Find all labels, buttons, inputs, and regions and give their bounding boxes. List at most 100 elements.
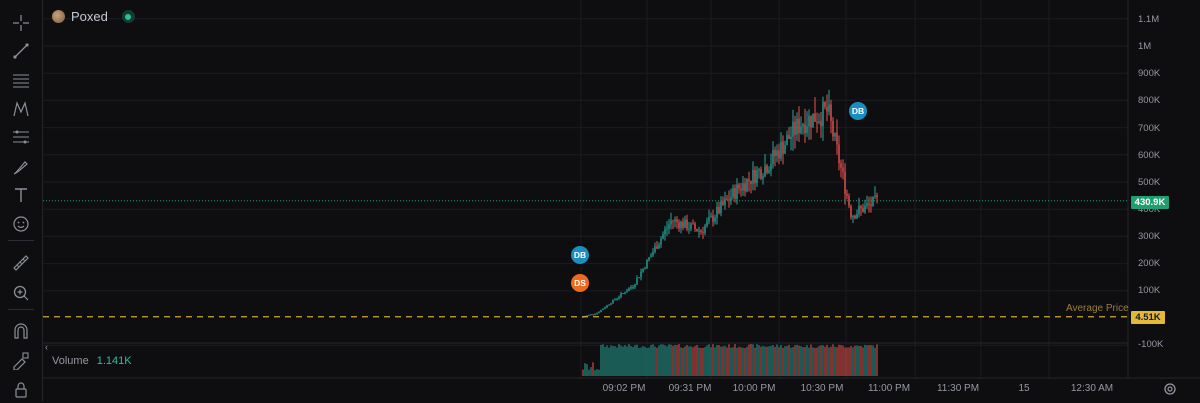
volume-bar bbox=[856, 345, 858, 376]
volume-bar bbox=[684, 346, 686, 376]
dev-sell-marker[interactable]: DS bbox=[571, 274, 589, 292]
candle-body bbox=[676, 219, 678, 223]
volume-bar bbox=[620, 345, 622, 376]
volume-bar bbox=[736, 347, 738, 376]
volume-bar bbox=[710, 347, 712, 376]
candle-body bbox=[780, 141, 782, 159]
volume-bar bbox=[818, 346, 820, 376]
symbol-badge[interactable]: Poxed bbox=[52, 9, 135, 24]
candle-body bbox=[718, 206, 720, 214]
collapse-left-icon[interactable]: ‹ bbox=[45, 342, 48, 352]
volume-bar bbox=[852, 347, 854, 376]
magnet-icon[interactable] bbox=[8, 318, 34, 344]
volume-bar bbox=[596, 369, 598, 376]
dev-buy-marker[interactable]: DB bbox=[849, 102, 867, 120]
candle-body bbox=[846, 193, 848, 196]
price-tick-label: 400K bbox=[1138, 204, 1161, 215]
candle-body bbox=[666, 228, 668, 230]
volume-bar bbox=[656, 347, 658, 376]
candle-body bbox=[756, 170, 758, 184]
ruler-icon[interactable] bbox=[8, 250, 34, 276]
zoom-in-icon[interactable] bbox=[8, 280, 34, 306]
volume-title: Volume bbox=[52, 355, 89, 367]
candle-body bbox=[782, 141, 784, 154]
volume-bar bbox=[646, 347, 648, 376]
candle-body bbox=[858, 206, 860, 215]
volume-bar bbox=[674, 344, 676, 376]
lock-drawing-icon[interactable] bbox=[8, 347, 34, 373]
candle-body bbox=[816, 121, 818, 123]
candle-body bbox=[834, 132, 836, 137]
text-icon[interactable] bbox=[8, 182, 34, 208]
chart-canvas[interactable] bbox=[43, 0, 1200, 401]
fib-icon[interactable] bbox=[8, 124, 34, 150]
trend-line-icon[interactable] bbox=[8, 38, 34, 64]
volume-bar bbox=[718, 345, 720, 376]
candle-body bbox=[698, 230, 700, 232]
candle-body bbox=[620, 293, 622, 297]
candle-body bbox=[702, 232, 704, 234]
candle-body bbox=[768, 170, 770, 173]
volume-bar bbox=[642, 346, 644, 376]
volume-bar bbox=[602, 344, 604, 376]
candle-body bbox=[688, 228, 690, 230]
candle-body bbox=[738, 184, 740, 189]
volume-bar bbox=[780, 345, 782, 376]
brush-icon[interactable] bbox=[8, 154, 34, 180]
chart-area[interactable] bbox=[43, 0, 1200, 401]
time-tick-label: 15 bbox=[1018, 383, 1030, 394]
volume-bar bbox=[582, 369, 584, 376]
dev-buy-marker[interactable]: DB bbox=[571, 246, 589, 264]
volume-bar bbox=[722, 346, 724, 376]
candle-body bbox=[680, 221, 682, 229]
volume-bar bbox=[730, 347, 732, 376]
volume-bar bbox=[632, 346, 634, 376]
candle-body bbox=[602, 308, 604, 310]
candle-body bbox=[622, 292, 624, 294]
current-price-tag: 430.9K bbox=[1131, 196, 1169, 209]
volume-bar bbox=[836, 347, 838, 376]
volume-bar bbox=[724, 345, 726, 376]
horizontal-lines-icon[interactable] bbox=[8, 67, 34, 93]
volume-bar bbox=[612, 346, 614, 376]
volume-bar bbox=[634, 345, 636, 376]
volume-bar bbox=[702, 347, 704, 376]
candle-body bbox=[826, 107, 828, 112]
emoji-icon[interactable] bbox=[8, 211, 34, 237]
candle-body bbox=[744, 183, 746, 192]
volume-bar bbox=[802, 347, 804, 376]
price-tick-label: 1.1M bbox=[1138, 14, 1160, 25]
time-tick-label: 09:31 PM bbox=[668, 383, 712, 394]
volume-bar bbox=[832, 344, 834, 376]
candle-body bbox=[774, 149, 776, 156]
volume-bar bbox=[748, 344, 750, 376]
candle-body bbox=[812, 113, 814, 128]
live-status-icon bbox=[121, 10, 135, 23]
volume-bar bbox=[720, 346, 722, 376]
candle-body bbox=[818, 121, 820, 123]
candle-body bbox=[866, 203, 868, 206]
volume-bar bbox=[768, 346, 770, 376]
crosshair-icon[interactable] bbox=[8, 10, 34, 36]
candle-body bbox=[606, 305, 608, 308]
volume-bar bbox=[654, 346, 656, 376]
volume-bar bbox=[782, 347, 784, 376]
volume-bar bbox=[808, 347, 810, 376]
candle-body bbox=[802, 124, 804, 127]
pattern-icon[interactable] bbox=[8, 96, 34, 122]
volume-bar bbox=[624, 345, 626, 376]
lock-icon[interactable] bbox=[8, 377, 34, 403]
candle-body bbox=[842, 167, 844, 172]
chart-settings-icon[interactable] bbox=[1163, 382, 1177, 396]
candle-body bbox=[862, 207, 864, 213]
candle-body bbox=[590, 314, 592, 316]
candle-body bbox=[720, 201, 722, 214]
volume-bar bbox=[742, 347, 744, 376]
candle-body bbox=[594, 313, 596, 315]
volume-bar bbox=[854, 345, 856, 376]
volume-bar bbox=[858, 345, 860, 376]
candle-body bbox=[618, 296, 620, 299]
candle-body bbox=[586, 315, 588, 317]
volume-bar bbox=[806, 345, 808, 376]
time-tick-label: 11:30 PM bbox=[936, 383, 980, 394]
